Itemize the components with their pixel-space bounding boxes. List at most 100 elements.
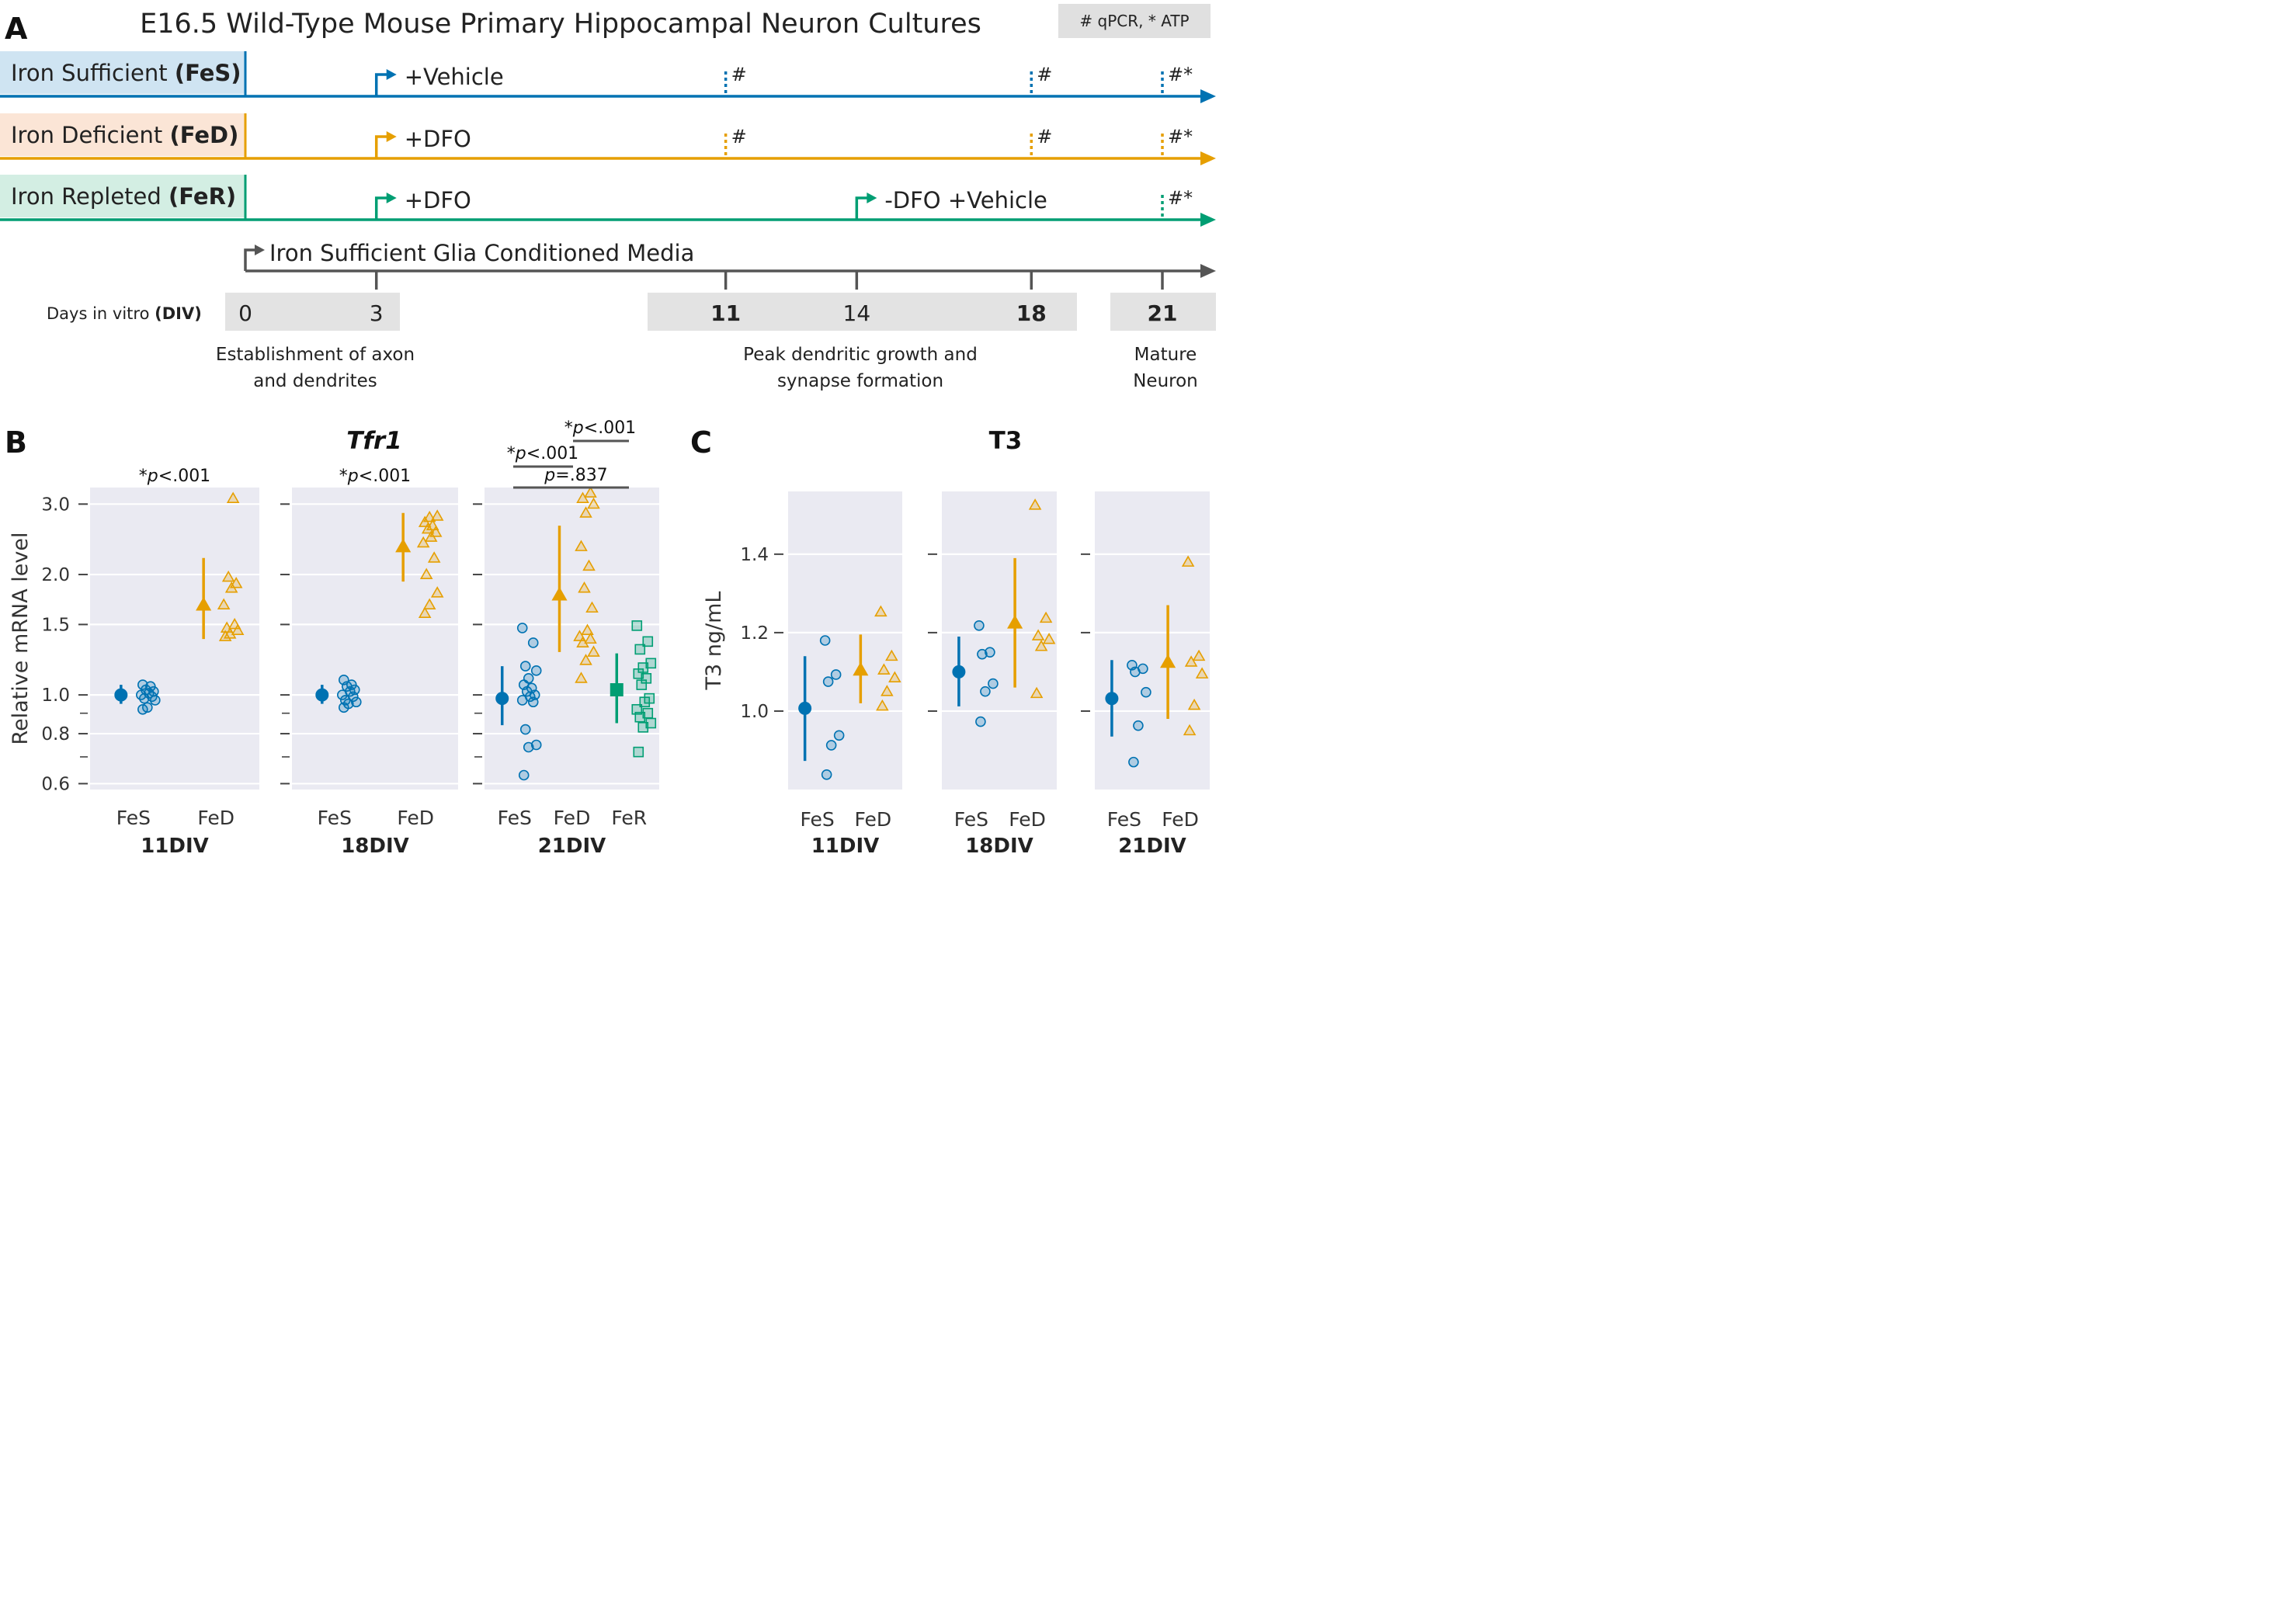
mean-marker — [1160, 654, 1176, 668]
data-point — [1133, 720, 1144, 731]
plot-area — [942, 491, 1057, 790]
chart-b: B Tfr1 Relative mRNA level 0.6 0.8 1.0 1.5 2.0 3… — [5, 418, 659, 858]
data-point — [581, 623, 594, 635]
stage-caption: Peak dendritic growth and — [743, 345, 978, 365]
mean-marker — [196, 596, 212, 611]
data-point — [518, 769, 530, 781]
data-point — [422, 598, 436, 610]
y-tick-label: 1.2 — [740, 623, 769, 644]
data-point — [1141, 686, 1151, 698]
subpanel-name: 18DIV — [965, 835, 1033, 856]
data-point — [573, 630, 586, 641]
subpanel-name: 18DIV — [341, 835, 409, 856]
group-fes: FeS — [952, 620, 999, 831]
plot-area — [292, 488, 458, 790]
data-point — [576, 491, 589, 503]
data-point — [530, 739, 542, 751]
row-label: Iron Deficient (FeD) — [11, 122, 238, 148]
data-point — [1028, 498, 1042, 510]
y-tick-label: 1.0 — [740, 702, 769, 722]
category-label: FeS — [954, 808, 988, 831]
data-point — [229, 577, 243, 588]
data-point — [516, 623, 528, 633]
y-tick-label: 1.0 — [41, 686, 70, 706]
y-tick-label: 1.4 — [740, 545, 769, 565]
category-label: FeR — [611, 807, 647, 829]
data-point — [877, 663, 891, 675]
category-label: FeD — [554, 807, 591, 829]
stage-caption: synapse formation — [777, 371, 943, 391]
comparison: *p<.001 — [139, 467, 210, 486]
data-point — [819, 635, 831, 646]
group-fes: FeS — [495, 623, 542, 829]
glia-label: Iron Sufficient Glia Conditioned Media — [269, 240, 694, 266]
stage-caption: Neuron — [1133, 371, 1198, 391]
group-fed: FeD — [196, 491, 245, 829]
data-point — [980, 686, 991, 697]
timeline-row-fer: Iron Repleted (FeR) +DFO -DFO +Vehicle #* — [0, 175, 1216, 227]
stage-box — [225, 293, 400, 331]
glia-media-line: Iron Sufficient Glia Conditioned Media — [244, 240, 1216, 290]
data-point — [975, 716, 986, 727]
subpanel-11div: 0.6 0.8 1.0 1.5 2.0 3.0 FeS FeD 11DIV *p<.001 — [41, 467, 259, 858]
data-point — [226, 491, 240, 503]
data-point — [642, 636, 654, 647]
y-tick-label: 1.5 — [41, 615, 70, 635]
data-point — [587, 645, 600, 657]
y-tick-label: 2.0 — [41, 565, 70, 585]
data-point — [876, 699, 889, 711]
data-point — [881, 685, 894, 696]
y-axis-label: T3 ng/mL — [702, 592, 726, 691]
subpanel-18div: FeS FeD 18DIV — [928, 491, 1057, 858]
data-point — [1181, 555, 1195, 567]
event-label: -DFO +Vehicle — [884, 187, 1047, 213]
data-point — [137, 679, 148, 690]
data-point — [519, 724, 531, 735]
mean-marker — [395, 538, 412, 553]
data-point — [1042, 632, 1056, 644]
data-point — [427, 551, 441, 563]
data-point — [419, 568, 433, 580]
figure: A E16.5 Wild-Type Mouse Primary Hippocamp… — [0, 0, 1217, 858]
data-point — [1039, 611, 1053, 623]
data-point — [527, 637, 539, 648]
data-point — [1183, 724, 1197, 736]
event-arrowhead — [386, 131, 397, 142]
data-point — [523, 741, 534, 753]
category-label: FeS — [498, 807, 532, 829]
data-point — [888, 671, 901, 682]
subpanel-name: 21DIV — [538, 835, 606, 856]
glia-start-arrowhead — [255, 245, 265, 255]
stage-box — [1110, 293, 1216, 331]
data-point — [644, 692, 655, 704]
sample-mark-label: # — [731, 64, 747, 85]
event-arrowhead — [867, 193, 877, 203]
row-label: Iron Sufficient (FeS) — [11, 60, 241, 86]
event-arrowhead — [386, 69, 397, 80]
data-point — [1187, 698, 1201, 710]
data-point — [339, 675, 349, 686]
glia-start-arrow — [244, 248, 255, 271]
row-label-box — [0, 113, 245, 156]
data-point — [228, 617, 241, 630]
category-label: FeD — [197, 807, 234, 829]
stage-caption: Establishment of axon — [216, 345, 415, 365]
p-value-label: *p<.001 — [139, 467, 210, 486]
plot-area — [485, 488, 659, 790]
sample-mark-label: #* — [1168, 187, 1193, 209]
data-point — [1195, 667, 1209, 679]
panel-label: B — [5, 425, 27, 460]
p-value-label: p=.837 — [544, 466, 607, 485]
group-fed: FeD — [853, 605, 901, 831]
data-point — [575, 540, 588, 551]
event-arrow — [374, 196, 387, 220]
category-label: FeD — [855, 808, 892, 831]
category-label: FeS — [801, 808, 835, 831]
day-label: 0 — [238, 300, 252, 326]
timeline-row-fed: Iron Deficient (FeD) +DFO # # #* — [0, 113, 1216, 165]
sample-mark-label: # — [1037, 64, 1052, 85]
panel-a-label: A — [5, 12, 28, 46]
day-label: 21 — [1148, 300, 1178, 326]
figure-canvas: A E16.5 Wild-Type Mouse Primary Hippocamp… — [0, 4, 1216, 858]
